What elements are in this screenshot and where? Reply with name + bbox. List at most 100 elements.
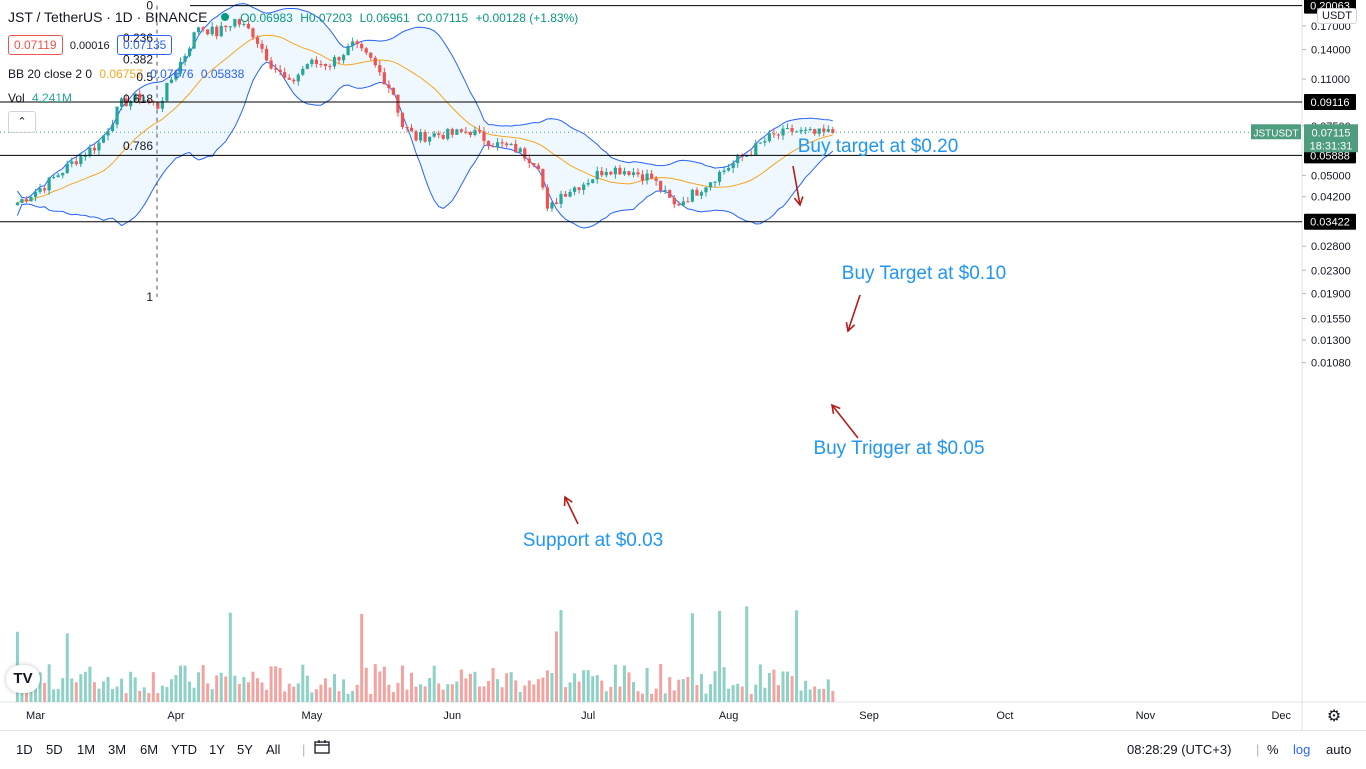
volume-bar (192, 687, 196, 702)
timeframe-6m[interactable]: 6M (140, 742, 159, 757)
y-tick-label: 0.02800 (1311, 241, 1351, 253)
candle-body (301, 68, 305, 75)
candle-body (20, 199, 24, 203)
auto-scale-toggle[interactable]: auto (1326, 742, 1352, 757)
timeframe-3m[interactable]: 3M (108, 742, 127, 757)
candle-body (74, 161, 78, 165)
currency-badge[interactable]: USDT (1317, 8, 1357, 24)
timeframe-5y[interactable]: 5Y (237, 742, 253, 757)
volume-bar (197, 672, 201, 702)
candle-body (400, 112, 405, 128)
volume-bar (609, 686, 613, 702)
bb-upper-line (16, 2, 833, 199)
volume-bar (559, 610, 563, 702)
timeframe-ytd[interactable]: YTD (171, 742, 197, 757)
timeframe-all[interactable]: All (266, 742, 281, 757)
candle-body (255, 37, 260, 44)
timeframe-1y[interactable]: 1Y (209, 742, 225, 757)
volume-bar (405, 689, 409, 702)
candle-body (201, 27, 205, 30)
timeframe-1m[interactable]: 1M (77, 742, 96, 757)
bottom-toolbar: 1D 5D 1M 3M 6M YTD 1Y 5Y All | 08:28:29 … (0, 730, 1366, 769)
candle-body (138, 93, 142, 101)
candle-body (527, 158, 531, 164)
volume-bar (269, 666, 273, 702)
candle-body (618, 167, 622, 175)
volume-bar (260, 682, 264, 702)
timeframe-1d[interactable]: 1D (16, 742, 33, 757)
volume-bar (641, 693, 645, 702)
candle-body (772, 133, 776, 135)
volume-bar (310, 692, 314, 702)
candle-body (142, 100, 146, 102)
candle-body (459, 129, 463, 132)
volume-bar (391, 692, 395, 702)
candle-body (341, 55, 346, 61)
volume-bar (79, 674, 83, 702)
volume-bar (600, 680, 604, 702)
date-range-icon[interactable] (313, 739, 331, 758)
candle-body (147, 100, 151, 102)
ohlc-close: C0.07115 (416, 11, 469, 25)
volume-legend[interactable]: Vol 4.241M (8, 91, 76, 105)
volume-bar (781, 671, 785, 702)
y-tick-label: 0.04200 (1311, 192, 1351, 204)
volume-bar (668, 677, 672, 702)
candle-body (690, 189, 694, 202)
candle-body (42, 188, 47, 191)
candle-body (754, 143, 758, 156)
candle-body (278, 69, 282, 73)
candle-body (414, 131, 418, 141)
candle-body (79, 156, 83, 165)
volume-bar (459, 669, 463, 702)
annotation-arrowhead (845, 322, 856, 333)
bb-legend[interactable]: BB 20 close 2 0 0.06757 0.07676 0.05838 (8, 67, 248, 81)
percent-scale-toggle[interactable]: % (1267, 742, 1279, 757)
candle-body (790, 128, 794, 132)
candle-body (228, 26, 232, 28)
candle-body (373, 57, 377, 66)
candle-body (640, 174, 645, 181)
volume-bar (804, 680, 808, 702)
symbol-title[interactable]: JST / TetherUS · 1D · BINANCE (8, 9, 208, 25)
volume-bar (287, 683, 291, 702)
price-chart[interactable]: 0.700000.550000.450000.370000.310000.250… (0, 0, 1366, 730)
candle-body (650, 173, 654, 179)
gear-icon[interactable]: ⚙ (1327, 706, 1341, 725)
candle-body (405, 127, 409, 129)
candle-body (736, 155, 740, 164)
candle-body (251, 28, 255, 38)
volume-bar (786, 671, 790, 702)
ohlc-change: +0.00128 (+1.83%) (475, 11, 579, 25)
candle-body (52, 177, 56, 179)
chart-annotation: Buy target at $0.20 (798, 136, 959, 157)
volume-bar (382, 666, 386, 702)
candle-body (785, 128, 790, 130)
collapse-legend-button[interactable]: ⌃ (8, 111, 36, 133)
candle-body (536, 165, 540, 170)
bid-price-button[interactable]: 0.07119 (8, 35, 63, 55)
volume-bar (482, 686, 486, 702)
volume-bar (52, 689, 56, 702)
candle-body (668, 189, 672, 198)
candle-body (174, 73, 178, 80)
clock-time[interactable]: 08:28:29 (UTC+3) (1127, 742, 1232, 757)
volume-bar (586, 670, 590, 702)
volume-bar (681, 679, 685, 702)
ask-price-button[interactable]: 0.07135 (116, 35, 173, 55)
volume-bar (541, 677, 545, 702)
volume-bar (228, 612, 232, 702)
volume-bar (174, 675, 178, 702)
volume-bar (591, 676, 595, 702)
volume-bar (364, 667, 368, 702)
candle-body (287, 77, 291, 80)
tradingview-logo[interactable]: TV (6, 665, 40, 693)
timeframe-5d[interactable]: 5D (46, 742, 63, 757)
log-scale-toggle[interactable]: log (1293, 742, 1311, 757)
candle-body (332, 57, 337, 67)
volume-bar (441, 689, 445, 702)
volume-bar (138, 690, 142, 702)
chart-annotation: Buy Trigger at $0.05 (813, 438, 984, 459)
candle-body (319, 63, 323, 65)
volume-bar (296, 683, 300, 702)
